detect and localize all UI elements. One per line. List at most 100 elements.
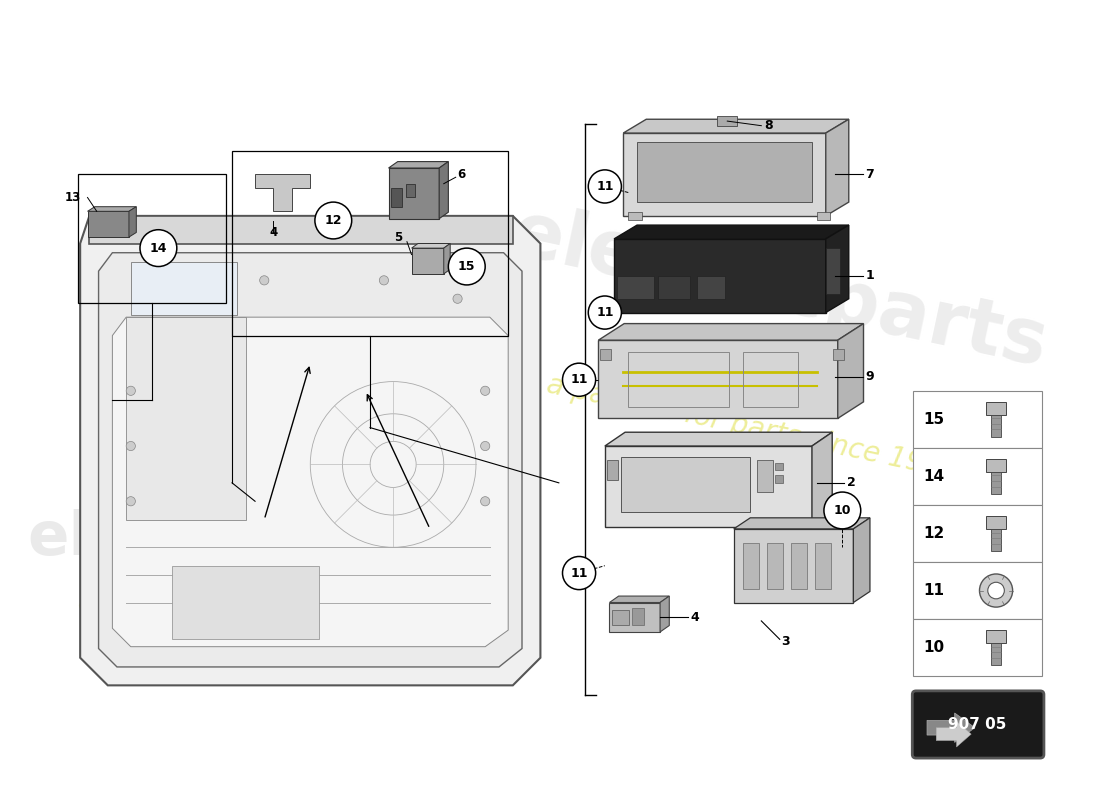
- Bar: [791, 542, 807, 589]
- Text: 8: 8: [764, 119, 772, 132]
- Polygon shape: [443, 243, 450, 274]
- Circle shape: [562, 363, 595, 396]
- Polygon shape: [614, 225, 849, 239]
- Bar: [913, 619, 1042, 676]
- Circle shape: [140, 230, 177, 266]
- Polygon shape: [660, 596, 669, 632]
- Polygon shape: [439, 162, 449, 218]
- Polygon shape: [598, 340, 838, 418]
- Polygon shape: [80, 216, 540, 686]
- Bar: [986, 630, 1006, 643]
- Polygon shape: [927, 713, 975, 742]
- Bar: [658, 276, 691, 298]
- Polygon shape: [826, 225, 849, 313]
- Bar: [913, 562, 1042, 619]
- Circle shape: [126, 497, 135, 506]
- Polygon shape: [838, 323, 864, 418]
- Bar: [628, 352, 729, 407]
- Polygon shape: [936, 722, 971, 747]
- Polygon shape: [89, 216, 513, 243]
- Bar: [833, 350, 844, 361]
- Bar: [632, 608, 644, 625]
- Polygon shape: [388, 168, 439, 218]
- Polygon shape: [411, 248, 443, 274]
- Bar: [607, 460, 618, 480]
- Bar: [392, 188, 403, 206]
- Circle shape: [379, 276, 388, 285]
- Circle shape: [260, 276, 268, 285]
- Circle shape: [588, 296, 621, 329]
- Polygon shape: [734, 529, 854, 602]
- Text: 12: 12: [923, 526, 944, 541]
- Text: 15: 15: [458, 260, 475, 273]
- Circle shape: [449, 248, 485, 285]
- Bar: [991, 414, 1001, 437]
- Polygon shape: [173, 566, 319, 639]
- Bar: [913, 505, 1042, 562]
- Circle shape: [588, 170, 621, 203]
- Polygon shape: [88, 211, 129, 237]
- Bar: [637, 142, 812, 202]
- Text: 3: 3: [782, 634, 790, 648]
- Bar: [986, 459, 1006, 472]
- Polygon shape: [88, 206, 136, 211]
- Polygon shape: [99, 253, 522, 667]
- Text: 15: 15: [923, 412, 944, 427]
- Circle shape: [126, 442, 135, 450]
- Polygon shape: [411, 243, 450, 248]
- Bar: [986, 402, 1006, 414]
- Bar: [826, 248, 839, 294]
- Polygon shape: [129, 206, 136, 237]
- Polygon shape: [624, 133, 826, 216]
- Text: 907 05: 907 05: [948, 717, 1006, 731]
- Polygon shape: [734, 518, 870, 529]
- Text: 6: 6: [458, 168, 465, 181]
- Circle shape: [315, 202, 352, 239]
- Bar: [742, 352, 799, 407]
- Bar: [628, 212, 641, 219]
- Text: 11: 11: [923, 583, 944, 598]
- Text: 4: 4: [270, 226, 277, 239]
- Text: 10: 10: [834, 504, 851, 517]
- Circle shape: [979, 574, 1013, 607]
- Polygon shape: [388, 162, 449, 168]
- Polygon shape: [131, 262, 236, 315]
- Bar: [613, 610, 629, 625]
- Bar: [986, 516, 1006, 529]
- Text: 13: 13: [65, 191, 81, 204]
- Text: 14: 14: [923, 469, 944, 484]
- Text: 14: 14: [150, 242, 167, 254]
- Bar: [232, 151, 508, 335]
- Circle shape: [481, 497, 490, 506]
- Text: 1: 1: [866, 270, 874, 282]
- Bar: [697, 276, 725, 298]
- Circle shape: [126, 386, 135, 395]
- Polygon shape: [605, 432, 833, 446]
- Text: 9: 9: [866, 370, 874, 383]
- Text: 2: 2: [847, 476, 856, 490]
- Bar: [913, 448, 1042, 505]
- Bar: [767, 542, 783, 589]
- Polygon shape: [614, 239, 826, 313]
- Polygon shape: [624, 119, 849, 133]
- Circle shape: [988, 582, 1004, 599]
- Text: a passion for parts since 1985: a passion for parts since 1985: [544, 370, 960, 485]
- Polygon shape: [598, 323, 864, 340]
- Text: 10: 10: [923, 640, 944, 655]
- Text: 4: 4: [691, 610, 700, 624]
- Bar: [742, 542, 759, 589]
- Bar: [717, 117, 737, 126]
- Bar: [913, 390, 1042, 448]
- Bar: [621, 457, 750, 512]
- Text: 11: 11: [596, 180, 614, 193]
- Text: 5: 5: [394, 231, 403, 245]
- Bar: [617, 276, 653, 298]
- Circle shape: [453, 294, 462, 303]
- Bar: [776, 475, 782, 483]
- Polygon shape: [255, 174, 310, 211]
- Bar: [991, 529, 1001, 551]
- Polygon shape: [826, 119, 849, 216]
- Bar: [601, 350, 612, 361]
- Polygon shape: [112, 317, 508, 646]
- Bar: [815, 542, 832, 589]
